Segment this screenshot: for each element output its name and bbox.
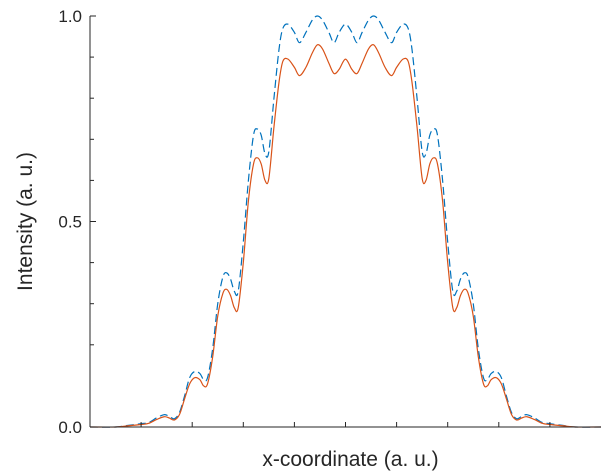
y-tick-label: 1.0 [58, 7, 82, 26]
solid-series-line [89, 44, 602, 428]
y-tick-label: 0.0 [58, 418, 82, 437]
y-axis-label: Intensity (a. u.) [14, 152, 37, 291]
dashed-series-line [89, 15, 602, 428]
plot-area [89, 15, 602, 428]
x-axis-ticks [140, 422, 551, 427]
y-tick-label: 0.5 [58, 213, 82, 232]
y-axis-ticks: 0.0 0.5 1.0 [58, 7, 96, 437]
x-axis-label: x-coordinate (a. u.) [262, 448, 438, 471]
